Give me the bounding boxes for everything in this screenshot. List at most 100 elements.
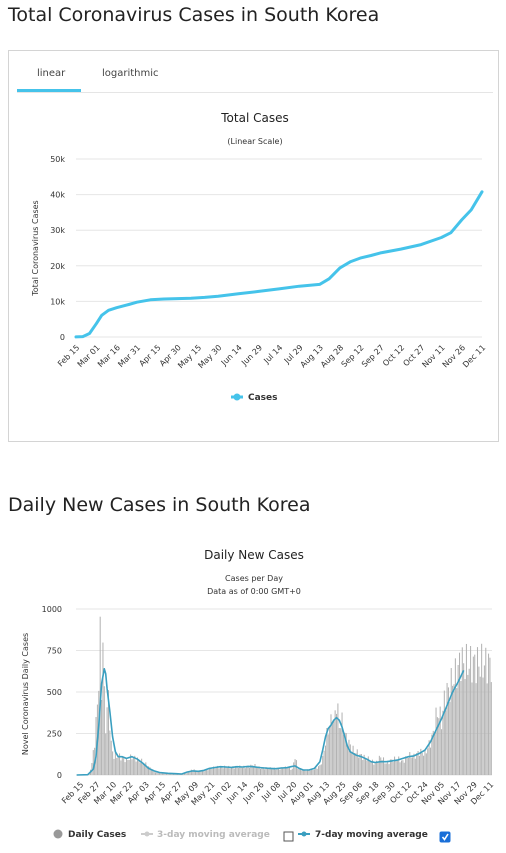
total-y-tick-label: 20k (50, 262, 65, 271)
daily-bar (157, 772, 159, 775)
daily-bar (214, 768, 216, 775)
daily-bar (217, 765, 219, 775)
daily-bar (412, 757, 414, 775)
daily-bar (389, 759, 391, 775)
daily-bar (254, 764, 256, 775)
total-y-tick-label: 0 (60, 333, 65, 342)
daily-bar (186, 772, 188, 775)
daily-bar (131, 759, 133, 775)
daily-bar (149, 767, 151, 775)
total-chart-subtitle: (Linear Scale) (227, 137, 282, 146)
daily-y-tick-label: 250 (47, 730, 62, 739)
daily-bar (114, 752, 116, 775)
daily-bar (476, 647, 479, 775)
total-legend-marker (233, 393, 241, 401)
daily-bar (351, 751, 353, 775)
daily-bar (264, 769, 266, 775)
daily-bar (410, 757, 412, 775)
daily-bar (103, 686, 105, 775)
ma3-checkbox[interactable] (283, 831, 294, 842)
daily-bar (213, 766, 215, 775)
daily-bar (424, 749, 426, 775)
daily-bar (286, 768, 288, 775)
daily-bar (302, 769, 304, 775)
daily-bar (340, 728, 342, 775)
daily-bar (324, 745, 326, 775)
daily-bar (226, 767, 228, 775)
daily-bar (414, 758, 416, 775)
daily-bar (291, 768, 293, 775)
daily-bar (359, 754, 361, 775)
daily-bar (311, 768, 313, 775)
total-cases-chart-panel: linear logarithmic (8, 50, 499, 442)
daily-chart-data-note: Data as of 0:00 GMT+0 (207, 587, 301, 596)
daily-bar (376, 760, 378, 775)
daily-bar (116, 757, 118, 775)
daily-bar (289, 767, 291, 775)
daily-bar (132, 757, 134, 775)
daily-bar (380, 757, 382, 775)
daily-bar (143, 763, 145, 775)
tab-divider (17, 92, 493, 93)
daily-bar (109, 730, 111, 775)
daily-bar (273, 767, 275, 775)
daily-bar (312, 769, 314, 775)
daily-bar (196, 771, 198, 775)
daily-bar (203, 771, 205, 775)
daily-bar (367, 756, 369, 775)
daily-bar (261, 767, 263, 775)
daily-bar (200, 771, 202, 775)
daily-bar (353, 752, 356, 775)
daily-bar (362, 759, 364, 775)
daily-bar (265, 767, 267, 775)
ma7-checkbox[interactable] (439, 831, 451, 843)
daily-y-tick-label: 0 (57, 771, 62, 780)
daily-legend-daily-cases: Daily Cases (68, 830, 126, 840)
daily-bar (124, 762, 126, 775)
daily-bar (145, 762, 147, 775)
daily-bar (417, 751, 419, 775)
daily-bar (428, 740, 430, 775)
daily-bar (119, 753, 121, 775)
daily-bar (366, 760, 368, 775)
daily-bar (215, 767, 217, 775)
daily-bar (384, 763, 386, 775)
daily-bar (490, 682, 492, 775)
tab-linear[interactable]: linear (37, 68, 66, 79)
daily-legend-ma3-marker (144, 831, 150, 837)
daily-legend-ma3-label: 3-day moving average (157, 830, 270, 840)
daily-bar (148, 766, 150, 775)
tab-logarithmic[interactable]: logarithmic (102, 68, 159, 79)
daily-chart-title: Daily New Cases (204, 548, 304, 562)
daily-bar (486, 683, 488, 775)
total-y-tick-label: 10k (50, 297, 65, 306)
daily-bar (348, 739, 350, 775)
daily-bar (374, 762, 376, 775)
daily-bar (471, 682, 473, 775)
daily-bar (306, 769, 309, 775)
daily-bar (128, 760, 130, 775)
daily-legend-ma7-label: 7-day moving average (315, 830, 428, 840)
daily-bar (297, 768, 299, 775)
daily-bar (233, 768, 235, 775)
daily-bar (337, 703, 339, 775)
checkmark-icon (441, 833, 449, 841)
daily-bar (381, 760, 383, 775)
daily-bar (276, 768, 278, 775)
daily-bar (193, 769, 195, 775)
daily-bar (232, 766, 234, 775)
daily-bar (453, 684, 455, 775)
daily-bar (272, 768, 274, 775)
daily-bar (152, 769, 154, 775)
daily-bar (259, 768, 262, 775)
daily-bar (218, 768, 220, 775)
daily-bar (159, 772, 161, 775)
daily-bar (313, 769, 315, 775)
daily-bar (136, 757, 139, 775)
daily-bar (243, 765, 245, 775)
daily-y-tick-label: 1000 (42, 605, 62, 614)
daily-bar (164, 773, 166, 775)
daily-bar (342, 734, 344, 775)
daily-bar (308, 770, 310, 775)
daily-bar (153, 771, 155, 775)
